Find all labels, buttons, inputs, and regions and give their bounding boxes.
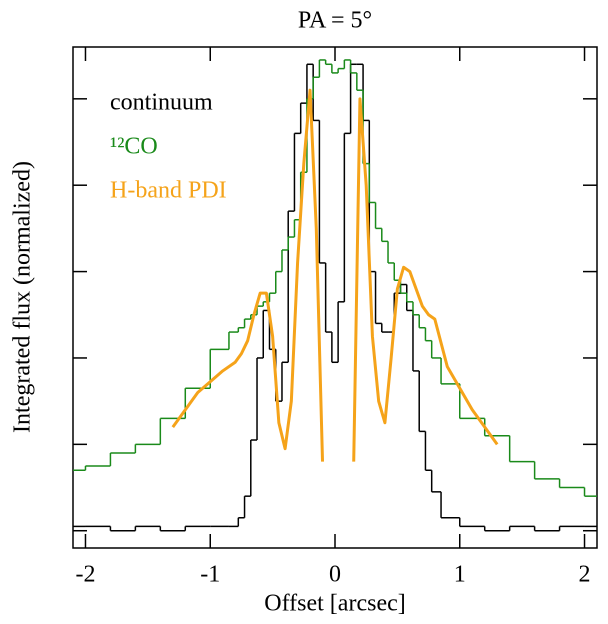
x-tick-label: 1 bbox=[454, 562, 466, 588]
x-tick-label: 2 bbox=[579, 562, 591, 588]
x-axis-label: Offset [arcsec] bbox=[264, 591, 405, 617]
legend-entry: H-band PDI bbox=[110, 178, 227, 204]
y-axis-label: Integrated flux (normalized) bbox=[10, 161, 36, 433]
series-line bbox=[171, 88, 499, 462]
plot-frame bbox=[72, 46, 598, 549]
chart-title: PA = 5° bbox=[298, 8, 372, 34]
legend-entry: continuum bbox=[110, 90, 213, 116]
x-tick-label: -1 bbox=[200, 562, 220, 588]
x-tick-label: 0 bbox=[329, 562, 341, 588]
legend-entry: ¹²CO bbox=[110, 134, 158, 160]
x-tick-label: -2 bbox=[75, 562, 95, 588]
